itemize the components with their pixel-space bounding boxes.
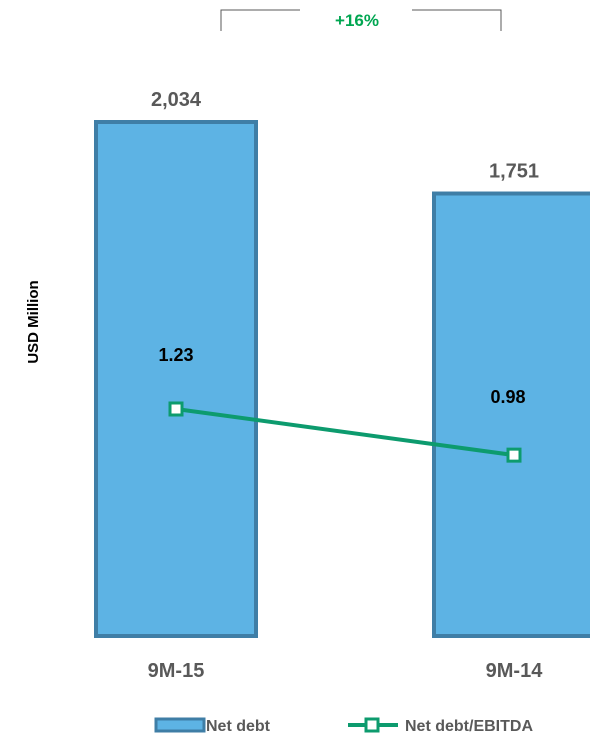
y-axis-title: USD Million [25, 280, 42, 363]
annotation-label: +16% [335, 11, 379, 30]
legend-swatch-net-debt [154, 717, 206, 733]
annotation-bracket-right [412, 9, 502, 31]
annotation-bracket-left [220, 9, 300, 31]
net-debt-ebitda-line [175, 407, 515, 458]
bar-value-label: 1,751 [489, 161, 539, 183]
growth-annotation: +16% [220, 9, 502, 31]
line-value-label: 0.98 [490, 387, 525, 407]
bar-9m-14 [432, 191, 590, 639]
line-point-marker [168, 401, 184, 417]
legend-label-net-debt-ebitda: Net debt/EBITDA [405, 718, 533, 735]
line-layer: 1.23 0.98 [158, 345, 526, 463]
bars-layer: 2,034 9M-15 1,751 9M-14 [94, 89, 590, 682]
line-point-marker [506, 447, 522, 463]
x-tick-label: 9M-14 [486, 660, 544, 682]
legend-marker-net-debt-ebitda [364, 717, 380, 733]
legend: Net debt Net debt/EBITDA [154, 717, 533, 735]
legend-label-net-debt: Net debt [206, 718, 271, 735]
bar-value-label: 2,034 [151, 89, 202, 111]
x-tick-label: 9M-15 [148, 660, 205, 682]
line-value-label: 1.23 [158, 345, 193, 365]
bar-9m-15 [94, 120, 258, 638]
